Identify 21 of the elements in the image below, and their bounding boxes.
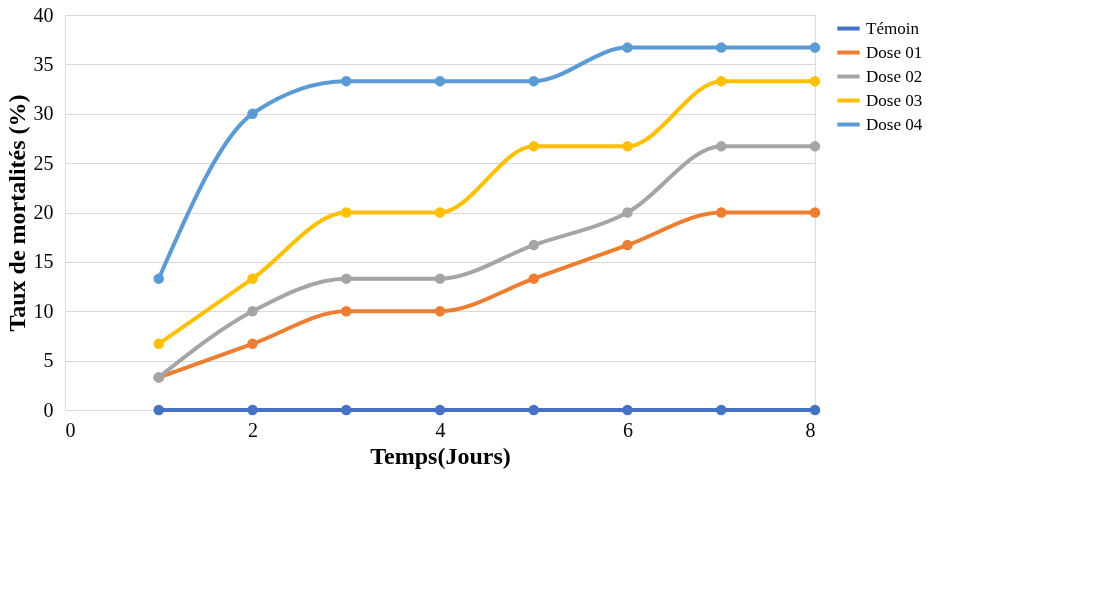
y-tick-label: 40 <box>33 3 54 26</box>
y-tick-label: 30 <box>33 102 54 125</box>
x-tick-label: 2 <box>248 418 258 441</box>
x-tick-label: 8 <box>805 418 816 441</box>
x-tick-label: 4 <box>435 418 446 441</box>
y-tick-label: 10 <box>33 299 54 322</box>
legend-label: Dose 04 <box>866 114 923 134</box>
y-tick-label: 25 <box>33 151 54 174</box>
legend-label: Dose 03 <box>866 90 923 110</box>
legend-label: Dose 01 <box>866 42 923 62</box>
x-axis-title: Temps(Jours) <box>370 442 511 469</box>
x-tick-label: 0 <box>65 418 76 441</box>
y-tick-label: 35 <box>33 52 54 75</box>
legend-label: Dose 02 <box>866 66 923 86</box>
y-tick-label: 0 <box>43 398 54 421</box>
y-tick-label: 20 <box>33 201 54 223</box>
y-tick-label: 15 <box>33 250 54 273</box>
y-tick-label: 5 <box>43 349 54 372</box>
x-tick-label: 6 <box>623 418 633 441</box>
legend-label: Témoin <box>866 18 920 38</box>
y-axis-title: Taux de mortalités (%) <box>3 94 30 332</box>
